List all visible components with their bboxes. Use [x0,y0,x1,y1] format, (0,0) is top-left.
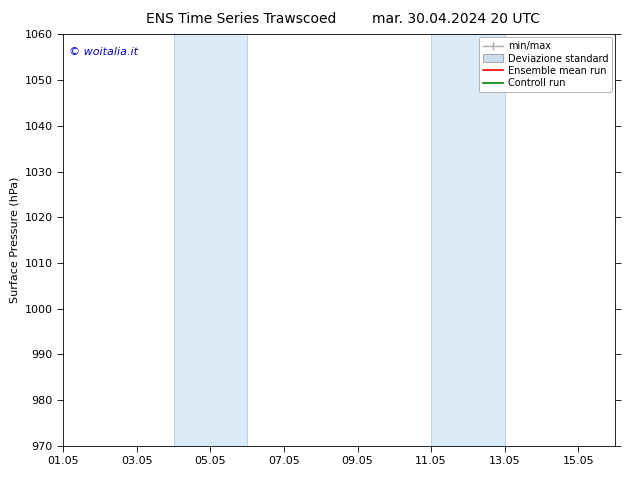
Bar [174,34,247,446]
Bar [431,34,505,446]
Legend: min/max, Deviazione standard, Ensemble mean run, Controll run: min/max, Deviazione standard, Ensemble m… [479,37,612,92]
Text: ENS Time Series Trawscoed: ENS Time Series Trawscoed [146,12,336,26]
Text: © woitalia.it: © woitalia.it [69,47,138,57]
Y-axis label: Surface Pressure (hPa): Surface Pressure (hPa) [10,177,19,303]
Text: mar. 30.04.2024 20 UTC: mar. 30.04.2024 20 UTC [373,12,540,26]
